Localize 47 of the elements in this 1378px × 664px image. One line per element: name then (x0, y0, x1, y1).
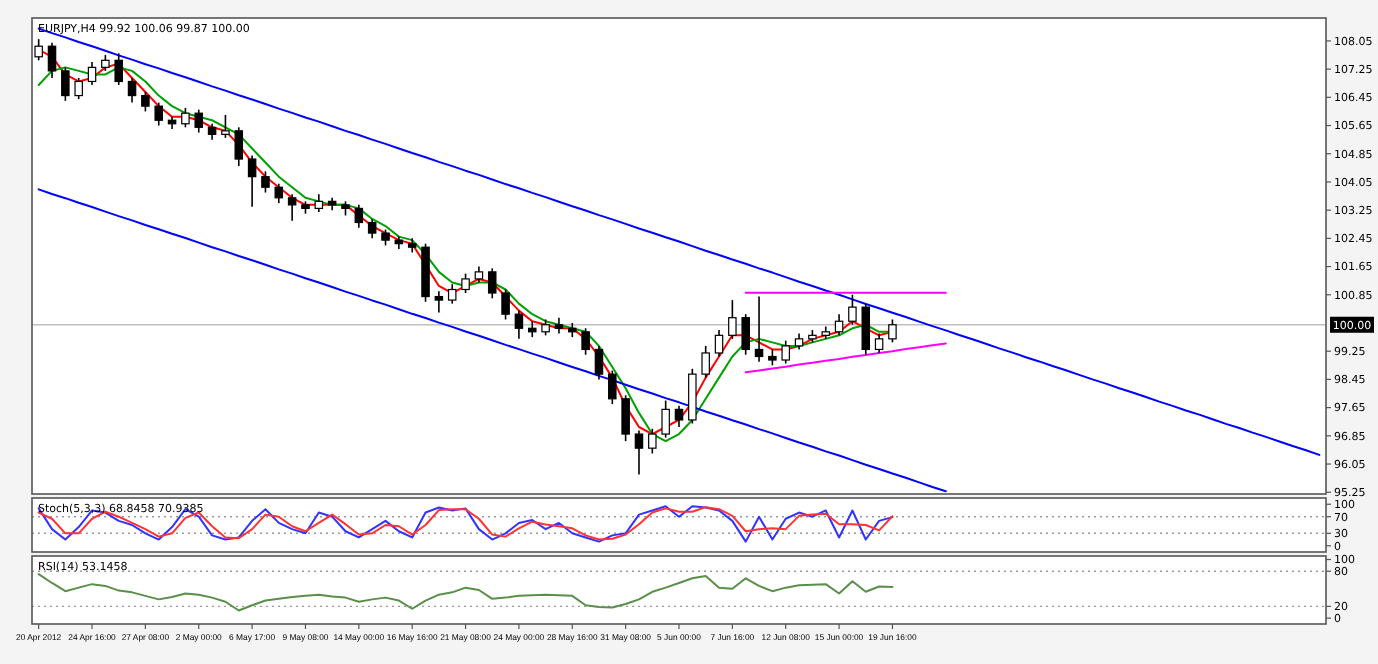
candlestick (247, 154, 257, 208)
line-series (37, 573, 894, 612)
candlestick (47, 41, 57, 79)
candlestick (234, 126, 244, 167)
candlestick (221, 114, 230, 139)
candlestick (754, 295, 764, 363)
candlestick (674, 405, 684, 428)
candlestick (621, 394, 630, 442)
candlestick (447, 283, 457, 305)
candlestick (701, 345, 710, 379)
candlestick (127, 77, 137, 104)
candlestick (114, 52, 123, 86)
candlestick (848, 293, 857, 326)
candlestick (154, 101, 163, 127)
line-series (37, 27, 1321, 456)
candlestick (608, 369, 617, 405)
candlestick (874, 332, 884, 354)
candlestick (741, 313, 750, 356)
candlestick (74, 77, 83, 100)
candlestick (714, 329, 724, 358)
candlestick (287, 193, 297, 222)
candlestick (261, 170, 270, 194)
candlestick (61, 66, 70, 102)
candlestick (688, 368, 697, 425)
candlestick (87, 61, 97, 86)
candlestick (434, 290, 444, 314)
candlestick (581, 327, 590, 356)
candlestick (781, 339, 790, 365)
candlestick (354, 204, 364, 229)
candlestick (367, 218, 377, 240)
candlestick (514, 309, 524, 340)
candlestick (861, 302, 871, 356)
candlestick (501, 288, 510, 321)
candlestick (461, 272, 470, 294)
candlestick (194, 108, 204, 134)
candlestick (594, 345, 604, 381)
candlestick (634, 429, 644, 476)
line-series (37, 188, 947, 493)
candlestick (487, 267, 497, 300)
candlestick (728, 299, 737, 340)
candlestick (141, 91, 150, 113)
candlestick (888, 318, 897, 344)
candlestick (527, 320, 537, 338)
candlestick (648, 427, 657, 455)
candlestick (661, 399, 670, 439)
candlestick (274, 182, 284, 204)
candlestick (181, 107, 190, 129)
